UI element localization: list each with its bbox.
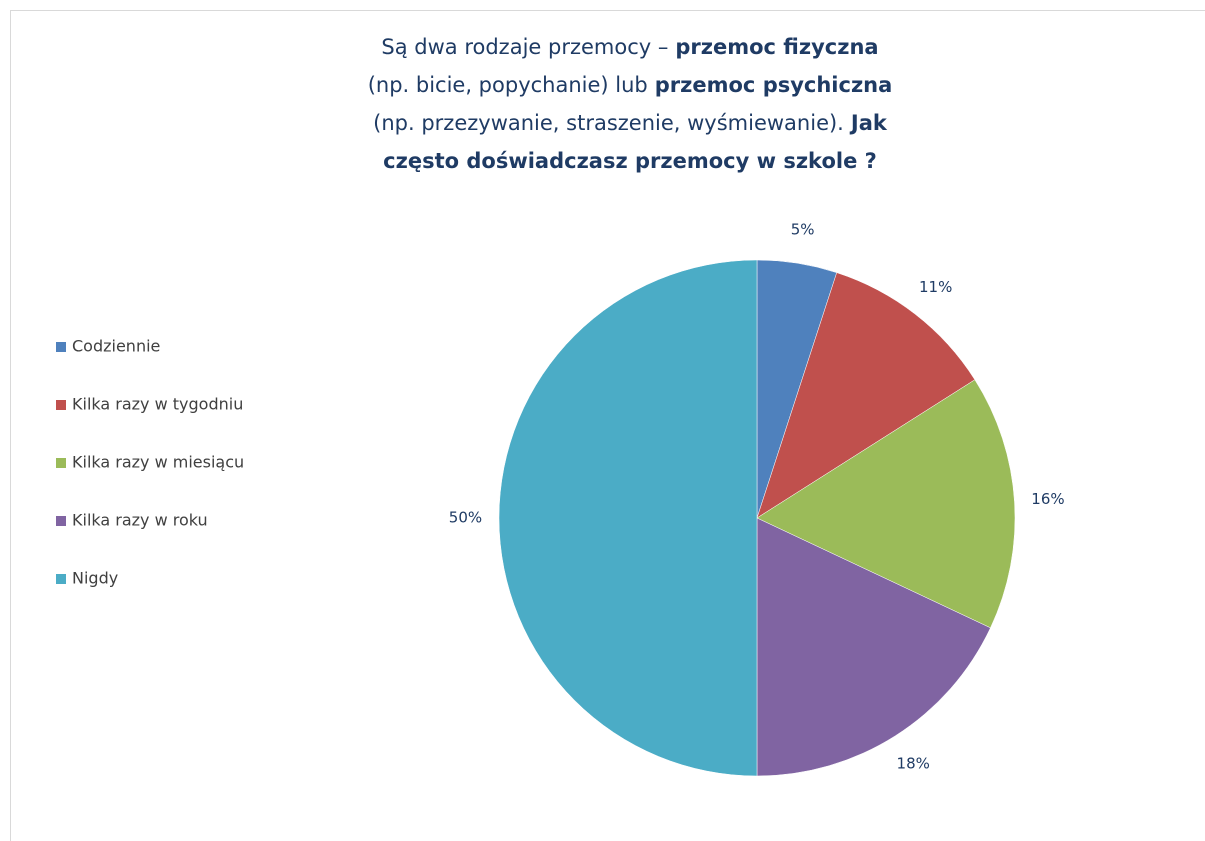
legend-label: Codziennie [72,337,160,356]
title-run: Jak [849,111,888,135]
pie-slice [756,379,1016,629]
legend-label: Nigdy [72,569,118,588]
legend-swatch [56,400,66,410]
legend-swatch [56,342,66,352]
pie-slice [498,259,758,777]
legend-swatch [56,516,66,526]
data-label: 50% [449,509,482,527]
data-label: 5% [791,221,815,239]
data-label: 11% [919,278,952,296]
title-run: (np. bicie, popychanie) lub [368,73,648,97]
title-run: Są dwa rodzaje przemocy – [381,35,668,59]
data-label: 16% [1031,490,1064,508]
legend-label: Kilka razy w roku [72,511,208,530]
pie-slice [756,272,976,519]
legend-label: Kilka razy w tygodniu [72,395,243,414]
chart-title-line: często doświadczasz przemocy w szkole ? [383,149,877,173]
legend-swatch [56,574,66,584]
legend-label: Kilka razy w miesiącu [72,453,244,472]
title-run: często doświadczasz przemocy w szkole ? [383,149,877,173]
legend-swatch [56,458,66,468]
title-run: (np. przezywanie, straszenie, wyśmiewani… [373,111,844,135]
title-run: przemoc fizyczna [675,35,878,59]
pie-slice [756,517,991,777]
chart-title-line: Są dwa rodzaje przemocy – przemoc fizyczn… [381,35,878,59]
data-label: 18% [897,755,930,773]
title-run: przemoc psychiczna [655,73,893,97]
chart-title-line: (np. bicie, popychanie) lub przemoc psych… [368,73,893,97]
chart-title-line: (np. przezywanie, straszenie, wyśmiewani… [373,111,888,135]
